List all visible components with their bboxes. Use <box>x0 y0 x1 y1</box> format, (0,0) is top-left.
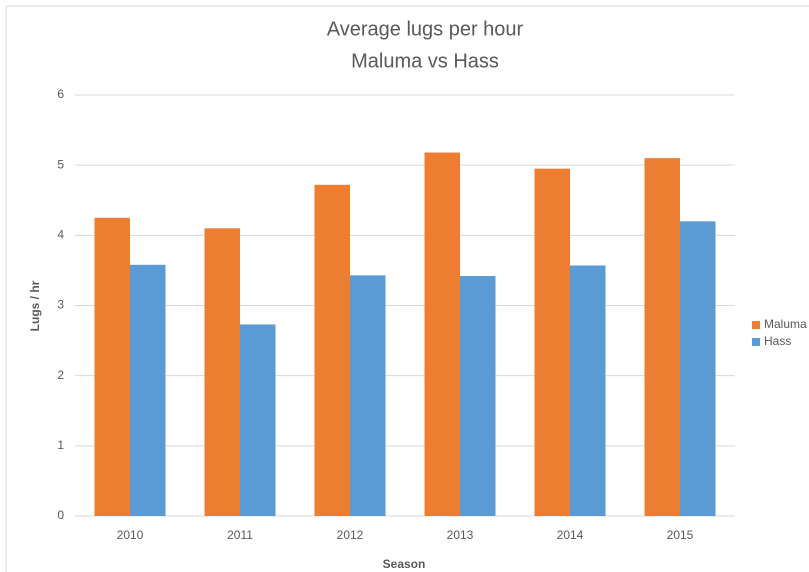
bar <box>204 228 240 517</box>
chart-title: Average lugs per hour <box>327 18 524 40</box>
bar <box>680 221 716 517</box>
bar <box>314 184 350 516</box>
y-tick-label: 5 <box>57 157 64 171</box>
bar <box>644 158 680 516</box>
y-tick-label: 2 <box>57 368 64 382</box>
y-tick-label: 0 <box>57 508 64 522</box>
legend-label: Maluma <box>764 317 807 331</box>
y-tick-label: 6 <box>57 87 64 101</box>
chart-subtitle: Maluma vs Hass <box>351 50 499 72</box>
bar <box>460 276 496 516</box>
legend-swatch <box>752 321 760 329</box>
bar <box>240 324 276 516</box>
x-tick-label: 2011 <box>227 528 253 542</box>
x-tick-label: 2014 <box>557 528 584 542</box>
bar <box>570 265 606 516</box>
bar <box>424 152 460 516</box>
bar <box>350 275 386 516</box>
y-tick-label: 1 <box>57 438 64 452</box>
x-tick-label: 2015 <box>667 528 694 542</box>
legend-label: Hass <box>764 334 791 348</box>
bar <box>94 217 130 516</box>
x-axis-title: Season <box>383 557 426 571</box>
y-tick-label: 4 <box>57 228 64 242</box>
x-tick-label: 2012 <box>337 528 364 542</box>
bar <box>130 264 166 516</box>
legend-swatch <box>752 338 760 346</box>
y-tick-label: 3 <box>57 298 64 312</box>
bar <box>534 168 570 517</box>
y-axis-title: Lugs / hr <box>28 280 42 331</box>
x-tick-label: 2010 <box>117 528 144 542</box>
x-tick-label: 2013 <box>447 528 474 542</box>
